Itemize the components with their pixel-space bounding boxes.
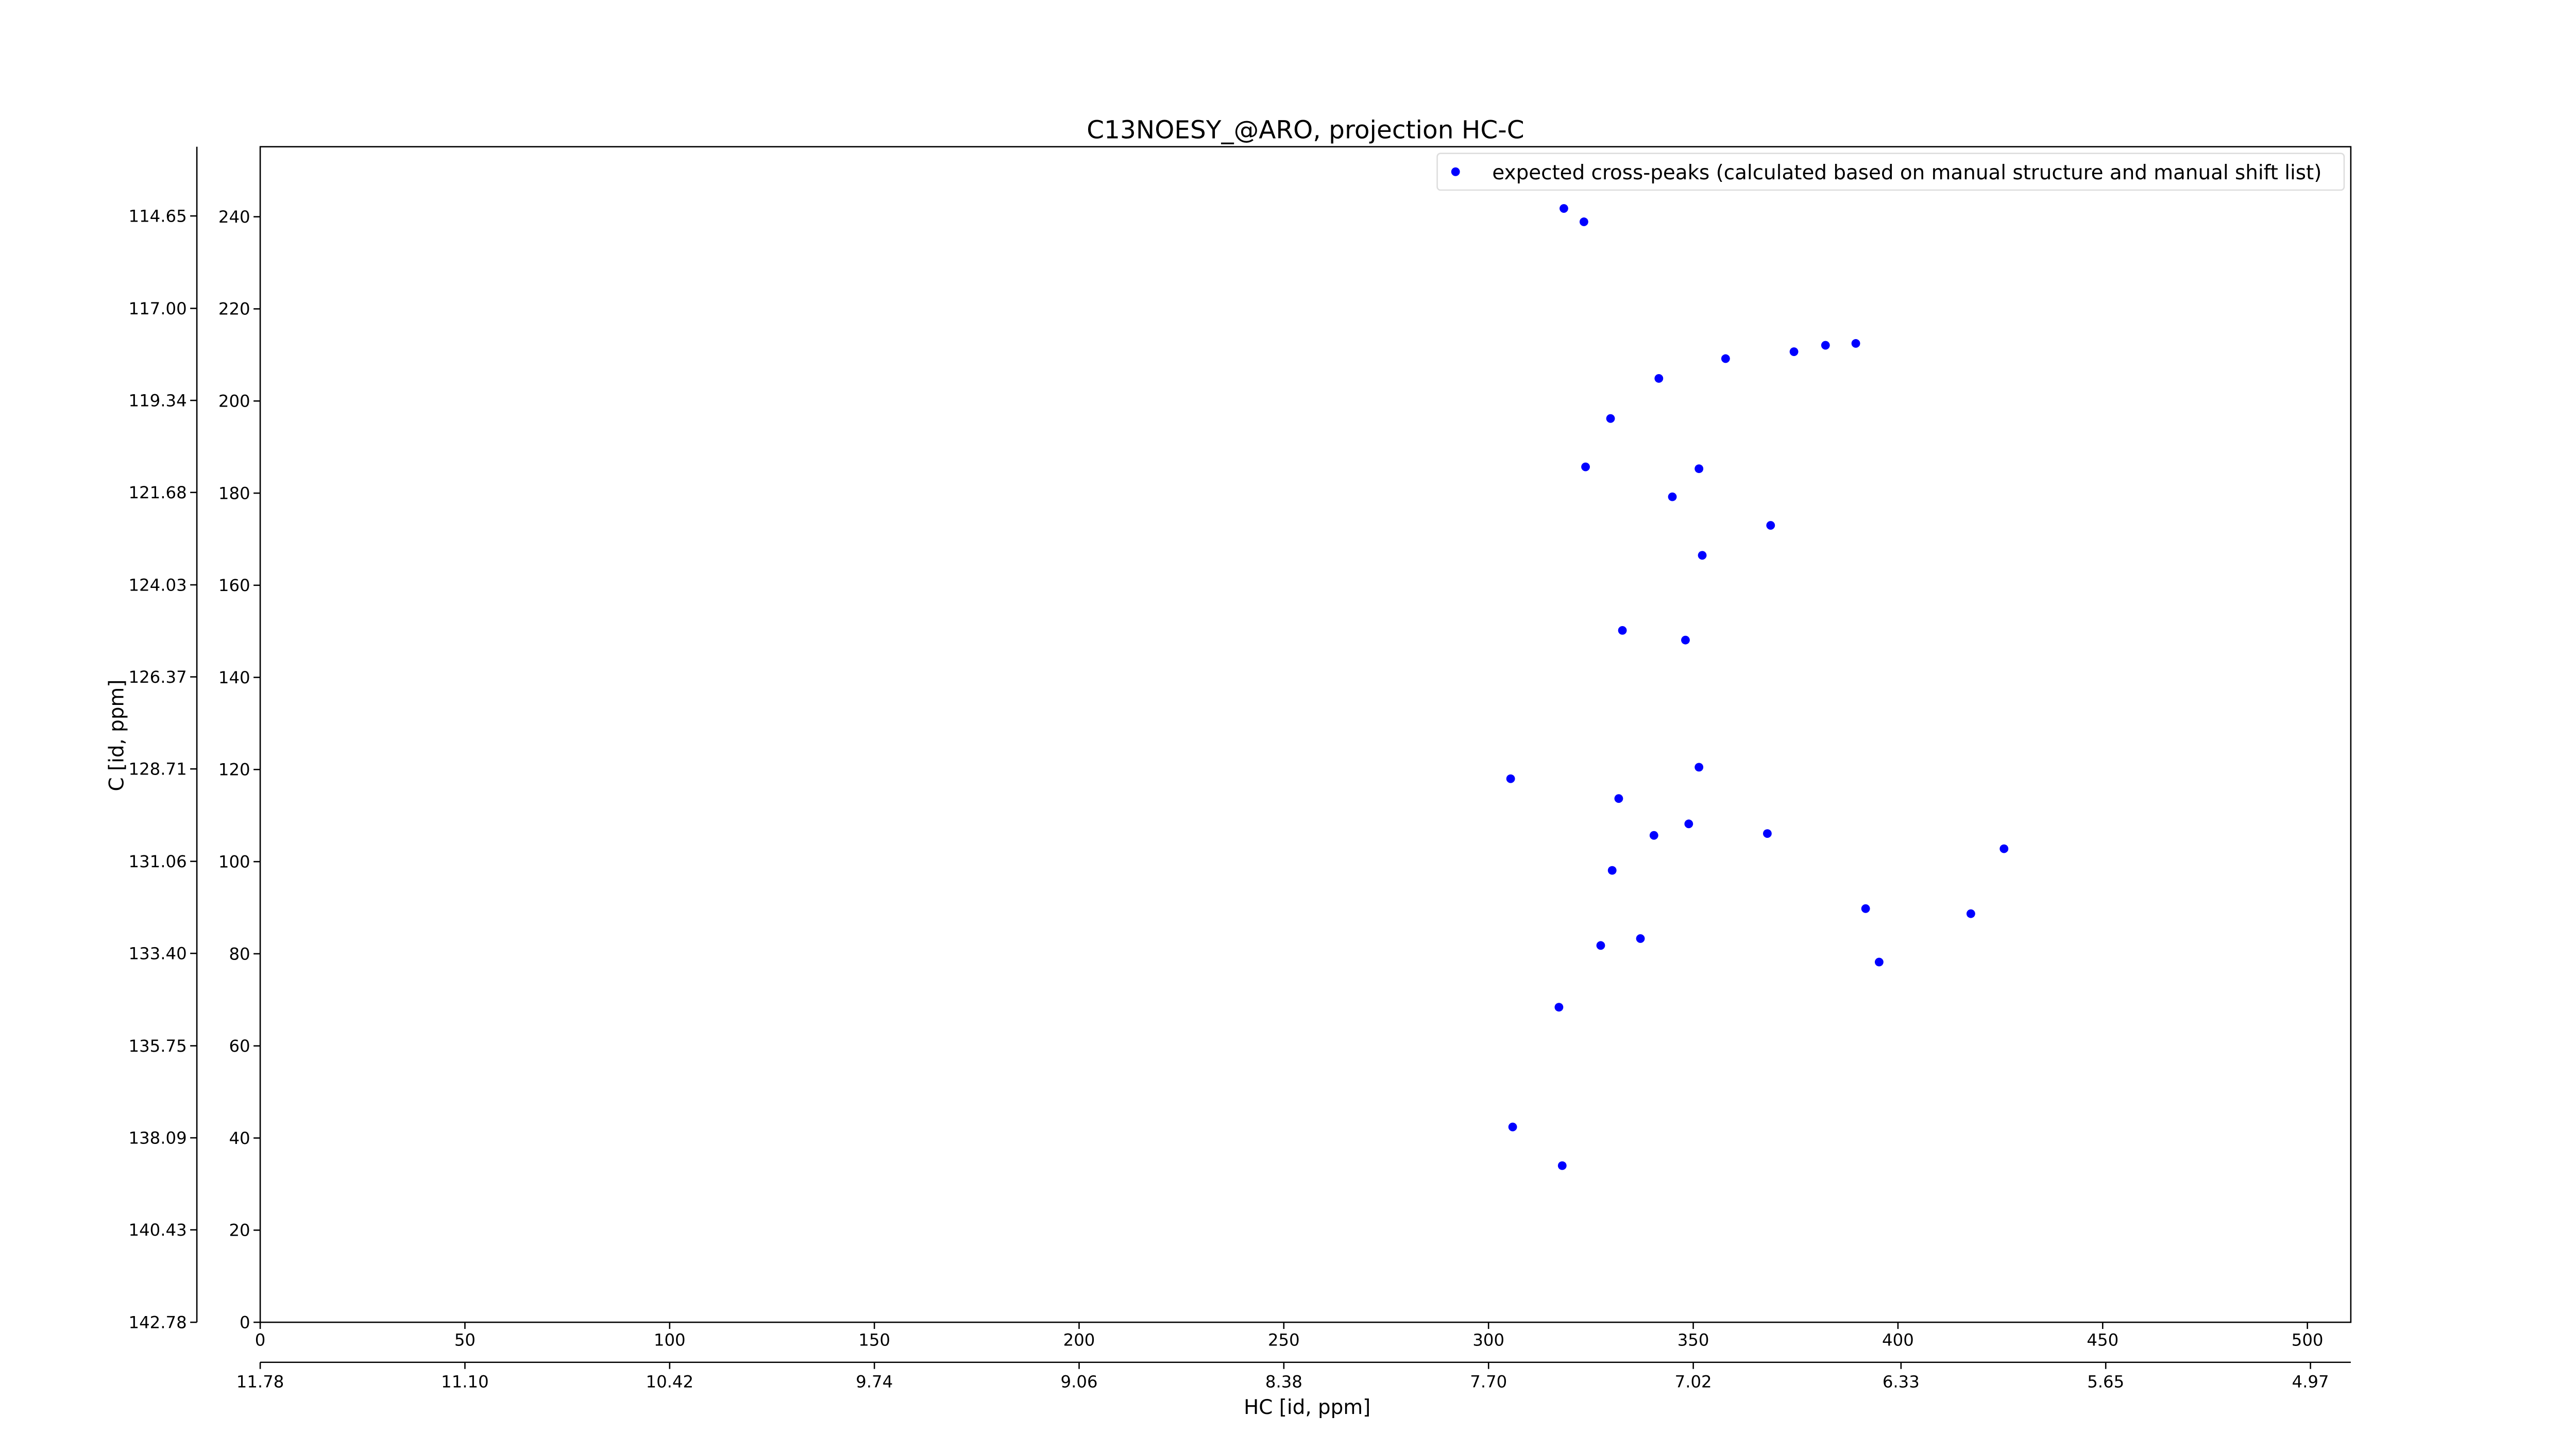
y-tick-label: 200 [218, 392, 250, 411]
cross-peak [1789, 347, 1799, 356]
legend-label: expected cross-peaks (calculated based o… [1492, 161, 2321, 184]
y2-tick-label: 117.00 [129, 299, 187, 318]
cross-peak [1821, 341, 1830, 350]
y-tick-label: 40 [229, 1128, 250, 1148]
cross-peak [1508, 1122, 1517, 1132]
y2-tick-label: 131.06 [129, 852, 187, 871]
x-axis-label: HC [id, ppm] [1244, 1396, 1370, 1419]
cross-peak [1698, 551, 1707, 560]
cross-peak [1999, 844, 2009, 853]
y-tick-label: 160 [218, 576, 250, 595]
y2-tick-label: 126.37 [129, 667, 187, 687]
x-tick-label: 500 [2292, 1330, 2324, 1350]
y-tick-label: 100 [218, 852, 250, 871]
cross-peak [1560, 204, 1568, 213]
y-tick-label: 20 [229, 1221, 250, 1240]
y-tick-label: 60 [229, 1036, 250, 1056]
y-tick-label: 180 [218, 483, 250, 503]
x2-tick-label: 11.10 [441, 1372, 489, 1391]
cross-peak [1851, 339, 1860, 348]
x2-tick-label: 11.78 [236, 1372, 284, 1391]
legend-box [1436, 153, 2345, 191]
x-tick-label: 450 [2087, 1330, 2119, 1350]
cross-peak [1596, 941, 1605, 950]
y2-tick-label: 138.09 [129, 1128, 187, 1148]
x2-tick-label: 6.33 [1883, 1372, 1920, 1391]
y2-tick-label: 119.34 [129, 391, 187, 410]
cross-peak [1606, 414, 1615, 423]
cross-peak [1766, 521, 1775, 530]
y2-tick-label: 128.71 [129, 760, 187, 779]
x2-tick-label: 9.74 [856, 1372, 893, 1391]
cross-peak [1694, 763, 1704, 772]
y2-tick-label: 114.65 [129, 206, 187, 226]
cross-peak [1607, 866, 1617, 875]
cross-peak [1636, 934, 1645, 943]
y2-tick-label: 121.68 [129, 483, 187, 502]
cross-peak [1618, 626, 1627, 635]
cross-peak [1668, 492, 1677, 501]
cross-peak [1874, 957, 1884, 967]
cross-peak [1579, 217, 1588, 226]
cross-peak [1506, 774, 1515, 783]
y-axis-label: C [id, ppm] [106, 680, 129, 791]
y2-tick-label: 140.43 [129, 1220, 187, 1240]
cross-peak [1649, 831, 1658, 840]
x2-tick-label: 9.06 [1061, 1372, 1098, 1391]
chart-title: C13NOESY_@ARO, projection HC-C [1087, 116, 1524, 145]
cross-peak [1694, 464, 1704, 474]
y-tick-label: 0 [240, 1312, 250, 1332]
x-tick-label: 300 [1472, 1330, 1504, 1350]
y2-tick-label: 135.75 [129, 1036, 187, 1056]
cross-peak [1966, 909, 1975, 918]
x-tick-label: 400 [1882, 1330, 1914, 1350]
x-tick-label: 200 [1063, 1330, 1095, 1350]
x2-tick-label: 7.70 [1470, 1372, 1507, 1391]
cross-peak [1861, 904, 1870, 913]
cross-peak [1763, 829, 1772, 838]
cross-peak [1681, 635, 1690, 645]
x-tick-label: 150 [858, 1330, 890, 1350]
plot-frame [259, 146, 2352, 1323]
x2-tick-label: 10.42 [646, 1372, 694, 1391]
x2-tick-label: 5.65 [2087, 1372, 2124, 1391]
y-tick-label: 80 [229, 944, 250, 964]
y2-tick-label: 133.40 [129, 943, 187, 963]
y-tick-label: 220 [218, 299, 250, 319]
legend-marker [1451, 167, 1460, 176]
x-tick-label: 50 [454, 1330, 476, 1350]
x2-tick-label: 7.02 [1675, 1372, 1712, 1391]
y-tick-label: 120 [218, 760, 250, 780]
cross-peak [1557, 1161, 1567, 1170]
cross-peak [1614, 794, 1623, 803]
x-tick-label: 250 [1268, 1330, 1300, 1350]
y-tick-label: 240 [218, 207, 250, 227]
y2-tick-label: 124.03 [129, 575, 187, 595]
x2-tick-label: 8.38 [1265, 1372, 1302, 1391]
cross-peak [1721, 354, 1730, 363]
x-tick-label: 350 [1677, 1330, 1709, 1350]
y2-tick-label: 142.78 [129, 1312, 187, 1332]
cross-peak [1581, 462, 1590, 471]
y-tick-label: 140 [218, 668, 250, 687]
x2-tick-label: 4.97 [2292, 1372, 2329, 1391]
x-tick-label: 0 [255, 1330, 266, 1350]
cross-peak [1654, 374, 1664, 383]
x-tick-label: 100 [654, 1330, 686, 1350]
cross-peak [1684, 819, 1693, 829]
cross-peak [1554, 1003, 1564, 1012]
